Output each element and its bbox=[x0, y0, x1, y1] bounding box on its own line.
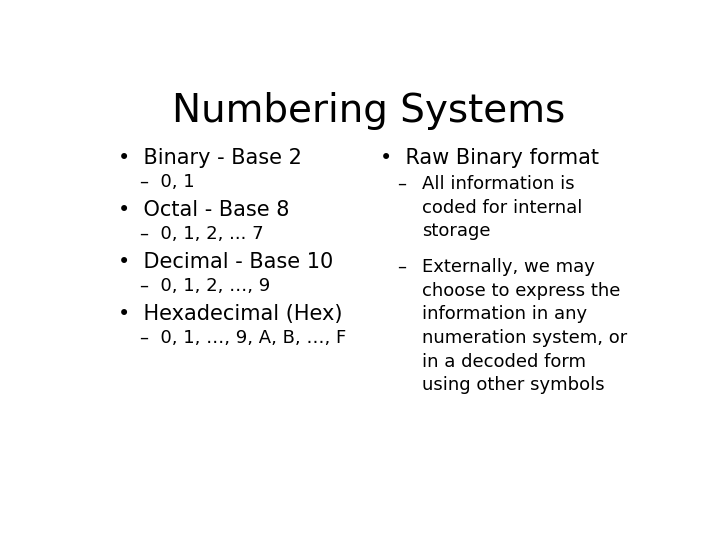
Text: –  0, 1: – 0, 1 bbox=[140, 173, 195, 191]
Text: •  Octal - Base 8: • Octal - Base 8 bbox=[118, 200, 289, 220]
Text: –  0, 1, 2, …, 9: – 0, 1, 2, …, 9 bbox=[140, 277, 271, 295]
Text: –  0, 1, 2, ... 7: – 0, 1, 2, ... 7 bbox=[140, 225, 264, 243]
Text: –: – bbox=[397, 175, 406, 193]
Text: –: – bbox=[397, 258, 406, 276]
Text: •  Decimal - Base 10: • Decimal - Base 10 bbox=[118, 252, 333, 272]
Text: All information is
coded for internal
storage: All information is coded for internal st… bbox=[422, 175, 582, 240]
Text: •  Binary - Base 2: • Binary - Base 2 bbox=[118, 148, 302, 168]
Text: •  Hexadecimal (Hex): • Hexadecimal (Hex) bbox=[118, 304, 343, 324]
Text: –  0, 1, …, 9, A, B, …, F: – 0, 1, …, 9, A, B, …, F bbox=[140, 329, 346, 347]
Text: Externally, we may
choose to express the
information in any
numeration system, o: Externally, we may choose to express the… bbox=[422, 258, 627, 394]
Text: Numbering Systems: Numbering Systems bbox=[172, 92, 566, 130]
Text: •  Raw Binary format: • Raw Binary format bbox=[380, 148, 599, 168]
